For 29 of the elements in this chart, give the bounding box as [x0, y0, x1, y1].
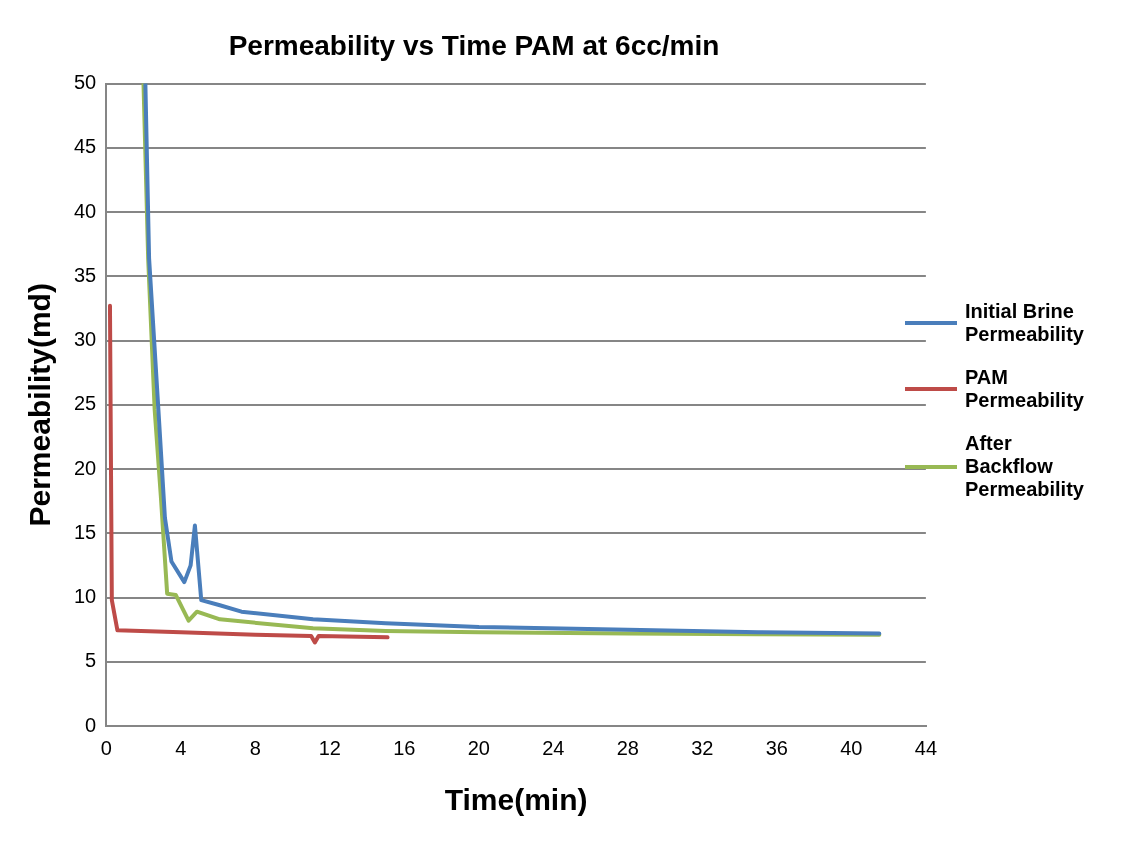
x-tick-label: 4 [175, 736, 187, 759]
x-tick-label: 44 [914, 736, 937, 759]
y-tick-label: 15 [74, 520, 97, 543]
y-tick-label: 5 [85, 649, 97, 672]
x-tick-label: 20 [467, 736, 490, 759]
y-tick-label: 50 [74, 71, 97, 94]
x-tick-label: 12 [318, 736, 341, 759]
x-tick-label: 0 [100, 736, 112, 759]
x-axis-title: Time(min) [444, 783, 588, 817]
y-tick-label: 35 [74, 263, 97, 286]
x-tick-label: 32 [691, 736, 714, 759]
x-tick-label: 40 [840, 736, 863, 759]
x-tick-label: 24 [542, 736, 565, 759]
x-tick-label: 36 [765, 736, 788, 759]
y-tick-label: 40 [74, 199, 97, 222]
y-axis-title: Permeability(md) [23, 283, 57, 527]
y-tick-label: 30 [74, 328, 97, 351]
y-tick-label: 25 [74, 392, 97, 415]
chart-title: Permeability vs Time PAM at 6cc/min [228, 29, 720, 61]
legend-label: PAM Permeability [965, 366, 1084, 412]
y-tick-label: 45 [74, 135, 97, 158]
x-tick-label: 8 [249, 736, 261, 759]
legend-label: Initial Brine Permeability [965, 300, 1084, 346]
y-tick-label: 10 [74, 585, 97, 608]
x-tick-label: 16 [393, 736, 416, 759]
y-tick-label: 0 [85, 713, 97, 736]
legend-label: After Backflow Permeability [965, 432, 1084, 501]
x-tick-label: 28 [616, 736, 639, 759]
y-tick-label: 20 [74, 456, 97, 479]
